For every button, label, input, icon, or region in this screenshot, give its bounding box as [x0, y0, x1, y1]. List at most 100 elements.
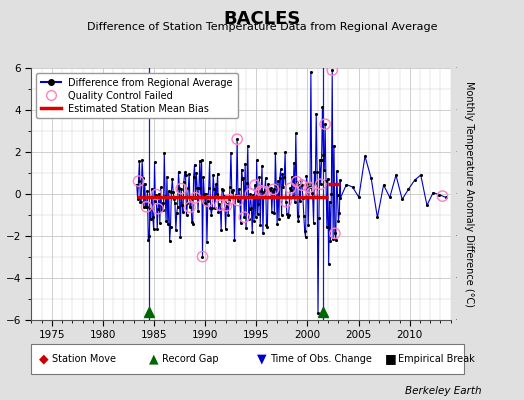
Point	[258, 163, 266, 169]
Point	[361, 153, 369, 159]
Point	[328, 67, 336, 73]
Point	[189, 174, 198, 180]
Point	[209, 172, 217, 178]
Point	[320, 167, 329, 173]
Point	[138, 156, 146, 163]
Point	[260, 187, 269, 193]
Point	[195, 184, 203, 191]
Point	[215, 200, 224, 207]
Point	[250, 182, 259, 188]
Text: Time of Obs. Change: Time of Obs. Change	[270, 354, 372, 364]
Point	[165, 188, 173, 194]
Point	[156, 220, 164, 226]
Point	[161, 193, 169, 200]
Point	[239, 175, 247, 181]
Point	[158, 200, 167, 206]
Legend: Difference from Regional Average, Quality Control Failed, Estimated Station Mean: Difference from Regional Average, Qualit…	[36, 73, 238, 118]
Point	[188, 218, 196, 225]
Point	[178, 202, 186, 208]
Point	[334, 218, 343, 224]
Point	[222, 226, 230, 232]
Point	[277, 166, 285, 172]
Point	[271, 150, 279, 156]
Point	[180, 179, 188, 185]
Point	[321, 121, 329, 128]
Point	[283, 210, 291, 217]
Point	[163, 221, 172, 228]
Point	[191, 194, 200, 201]
Point	[281, 149, 289, 156]
Point	[245, 216, 253, 222]
Point	[243, 179, 251, 186]
Point	[277, 212, 286, 218]
Point	[192, 170, 201, 176]
Point	[168, 176, 177, 182]
Point	[228, 187, 237, 193]
Y-axis label: Monthly Temperature Anomaly Difference (°C): Monthly Temperature Anomaly Difference (…	[464, 81, 474, 307]
Point	[275, 216, 283, 222]
Point	[309, 194, 317, 200]
Point	[261, 175, 270, 181]
Text: Empirical Break: Empirical Break	[398, 354, 475, 364]
Point	[290, 159, 298, 166]
Point	[293, 213, 302, 219]
Point	[332, 236, 340, 243]
Point	[298, 182, 306, 188]
Point	[136, 198, 145, 205]
Point	[213, 170, 222, 177]
Point	[417, 172, 425, 178]
Point	[324, 261, 333, 267]
Text: Difference of Station Temperature Data from Regional Average: Difference of Station Temperature Data f…	[87, 22, 437, 32]
Point	[295, 182, 303, 188]
Point	[250, 182, 259, 188]
Point	[296, 198, 304, 204]
Point	[291, 199, 299, 206]
Point	[181, 169, 189, 176]
Point	[186, 204, 194, 210]
Point	[429, 190, 438, 196]
Point	[269, 186, 278, 192]
Point	[231, 194, 239, 200]
Point	[266, 187, 274, 194]
Point	[166, 238, 174, 244]
Text: Station Move: Station Move	[52, 354, 116, 364]
Point	[148, 214, 157, 220]
Point	[254, 211, 262, 217]
Point	[153, 226, 161, 232]
Point	[236, 220, 245, 226]
Point	[273, 220, 281, 227]
Point	[331, 230, 339, 236]
Point	[305, 184, 313, 190]
Point	[195, 157, 204, 164]
Point	[318, 156, 326, 163]
Point	[282, 198, 290, 205]
Point	[212, 181, 220, 188]
Point	[325, 198, 334, 205]
Point	[174, 168, 183, 175]
Point	[139, 175, 147, 182]
Point	[207, 212, 215, 218]
Point	[226, 184, 234, 190]
Point	[179, 208, 187, 215]
Point	[300, 212, 308, 219]
Point	[198, 157, 206, 163]
Point	[172, 227, 180, 234]
Point	[278, 171, 287, 177]
Point	[331, 230, 339, 236]
Point	[328, 67, 336, 73]
Point	[244, 142, 252, 149]
Point	[152, 191, 160, 198]
Point	[264, 181, 272, 187]
Point	[176, 234, 184, 240]
Point	[253, 157, 261, 164]
Point	[137, 198, 145, 205]
Point	[211, 205, 219, 212]
Point	[227, 189, 236, 195]
Point	[322, 178, 330, 184]
Point	[144, 237, 152, 244]
Point	[177, 186, 185, 192]
Point	[196, 194, 205, 200]
Point	[282, 198, 290, 205]
Point	[249, 191, 257, 198]
Point	[175, 185, 183, 191]
